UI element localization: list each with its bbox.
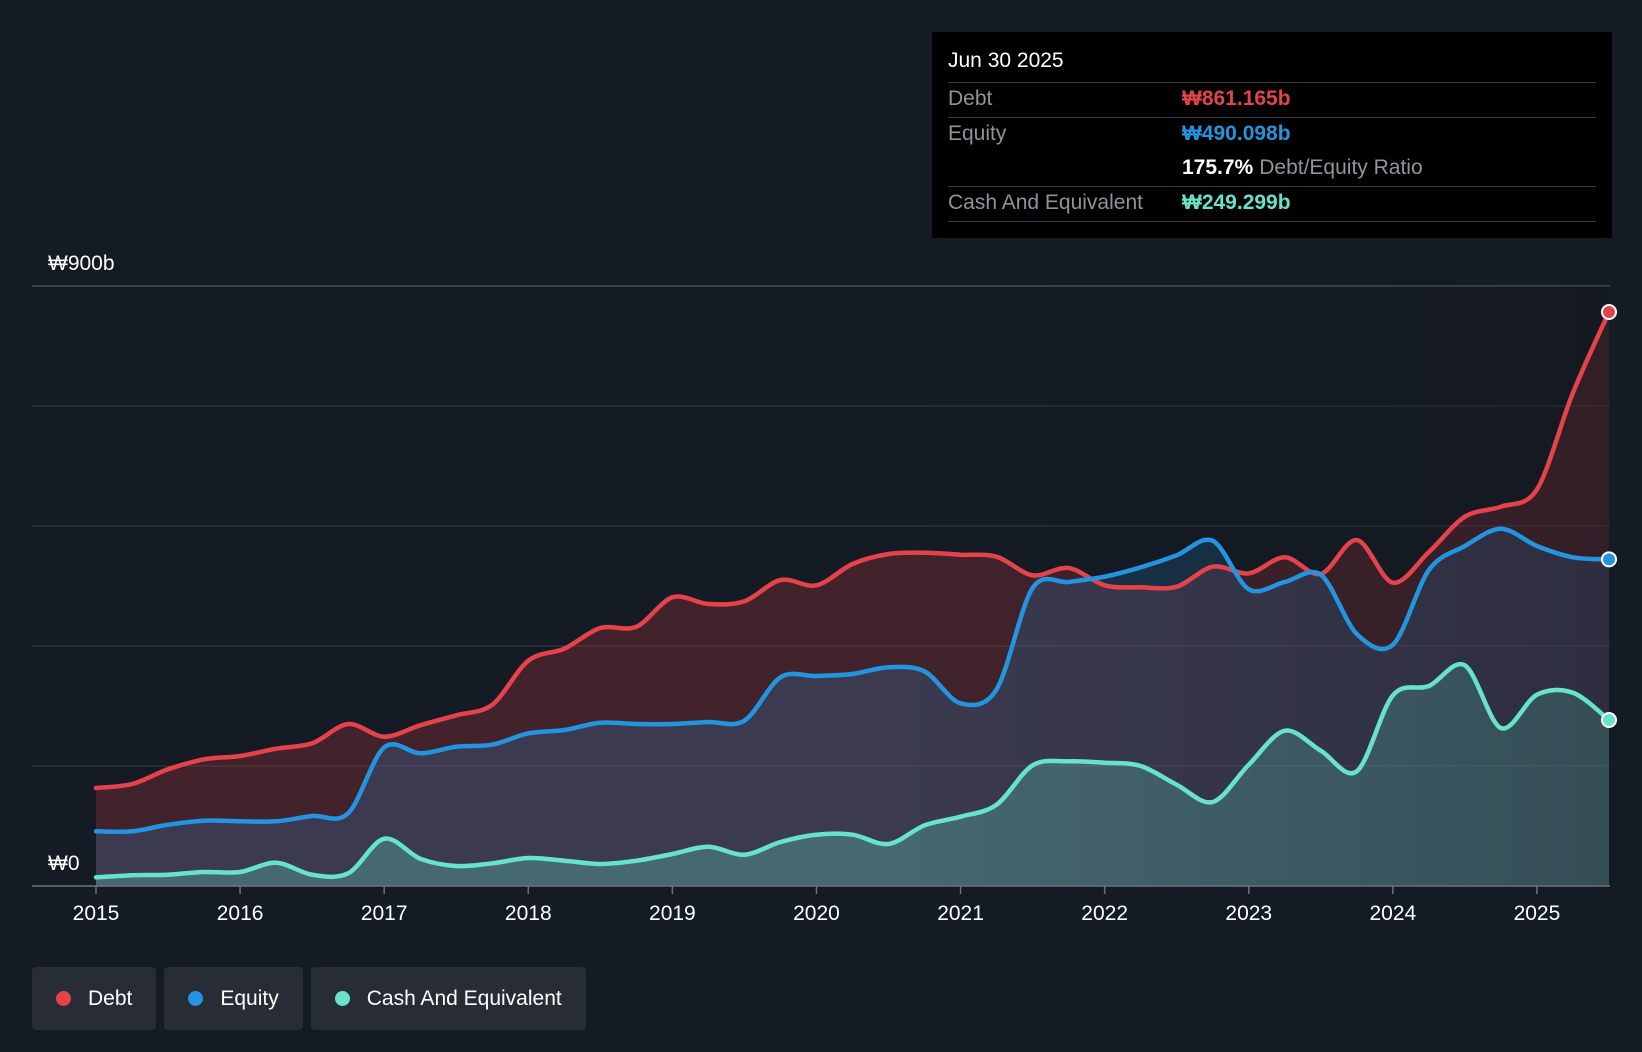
background-shade xyxy=(888,286,1609,886)
series-lines xyxy=(93,309,1612,880)
cash-line xyxy=(93,661,1612,880)
legend-debt-label: Debt xyxy=(88,986,133,1010)
legend-item-cash[interactable]: Cash And Equivalent xyxy=(310,967,586,1030)
legend-equity-dot xyxy=(188,991,204,1006)
legend: Debt Equity Cash And Equivalent xyxy=(32,967,594,1030)
end-markers xyxy=(1601,304,1617,728)
tooltip-debt-label: Debt xyxy=(948,87,993,110)
legend-item-equity[interactable]: Equity xyxy=(164,967,303,1030)
x-tick-label: 2018 xyxy=(505,902,552,925)
tooltip-debt-value: ₩861.165b xyxy=(1182,87,1291,110)
legend-debt-dot xyxy=(56,991,71,1006)
tooltip-ratio-row: 175.7% Debt/Equity Ratio xyxy=(948,152,1596,186)
cash-end-marker[interactable] xyxy=(1601,712,1617,728)
x-tick-label: 2015 xyxy=(73,902,120,925)
x-tick-label: 2021 xyxy=(937,902,984,925)
axes: 2015 2016 2017 2018 2019 2020 2021 2022 2023 2024… xyxy=(32,252,1610,925)
x-tick-label: 2025 xyxy=(1514,902,1561,925)
tooltip-ratio-label: Debt/Equity Ratio xyxy=(1259,156,1423,179)
tooltip-panel: Jun 30 2025 Debt ₩861.165b Equity ₩490.0… xyxy=(932,32,1612,238)
x-tick-label: 2020 xyxy=(793,902,840,925)
x-tick-label: 2023 xyxy=(1225,902,1272,925)
debt-end-marker[interactable] xyxy=(1601,304,1617,320)
tooltip-equity-row: Equity ₩490.098b xyxy=(948,117,1596,152)
x-tick-label: 2017 xyxy=(361,902,408,925)
equity-end-marker[interactable] xyxy=(1601,551,1617,568)
x-tick-label: 2019 xyxy=(649,902,696,925)
tooltip-ratio-value: 175.7% xyxy=(1182,156,1254,179)
tooltip-equity-value: ₩490.098b xyxy=(1182,122,1291,145)
legend-item-debt[interactable]: Debt xyxy=(32,967,157,1030)
y-min-label: ₩0 xyxy=(48,852,80,875)
debt-line xyxy=(93,309,1612,791)
tooltip-cash-label: Cash And Equivalent xyxy=(948,191,1143,214)
tooltip-date: Jun 30 2025 xyxy=(948,49,1064,72)
x-tick-label: 2016 xyxy=(217,902,264,925)
tooltip-cash-value: ₩249.299b xyxy=(1182,191,1291,214)
equity-line xyxy=(93,526,1612,835)
y-max-label: ₩900b xyxy=(48,252,115,275)
legend-cash-dot xyxy=(334,991,350,1006)
tooltip-divider xyxy=(948,221,1596,222)
legend-cash-label: Cash And Equivalent xyxy=(366,986,562,1010)
area-fills xyxy=(96,286,1609,886)
x-tick-label: 2024 xyxy=(1369,902,1416,925)
x-tick-label: 2022 xyxy=(1081,902,1128,925)
legend-equity-label: Equity xyxy=(220,986,279,1010)
tooltip-debt-row: Debt ₩861.165b xyxy=(948,82,1596,117)
tooltip-cash-row: Cash And Equivalent ₩249.299b xyxy=(948,186,1596,221)
tooltip-equity-label: Equity xyxy=(948,122,1007,145)
